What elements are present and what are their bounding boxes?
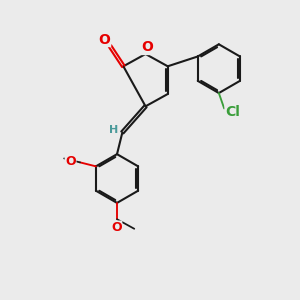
Text: O: O: [65, 155, 76, 168]
Text: O: O: [99, 32, 111, 46]
Text: O: O: [111, 221, 122, 234]
Text: O: O: [141, 40, 153, 55]
Text: H: H: [110, 125, 119, 135]
Text: Cl: Cl: [225, 105, 240, 119]
